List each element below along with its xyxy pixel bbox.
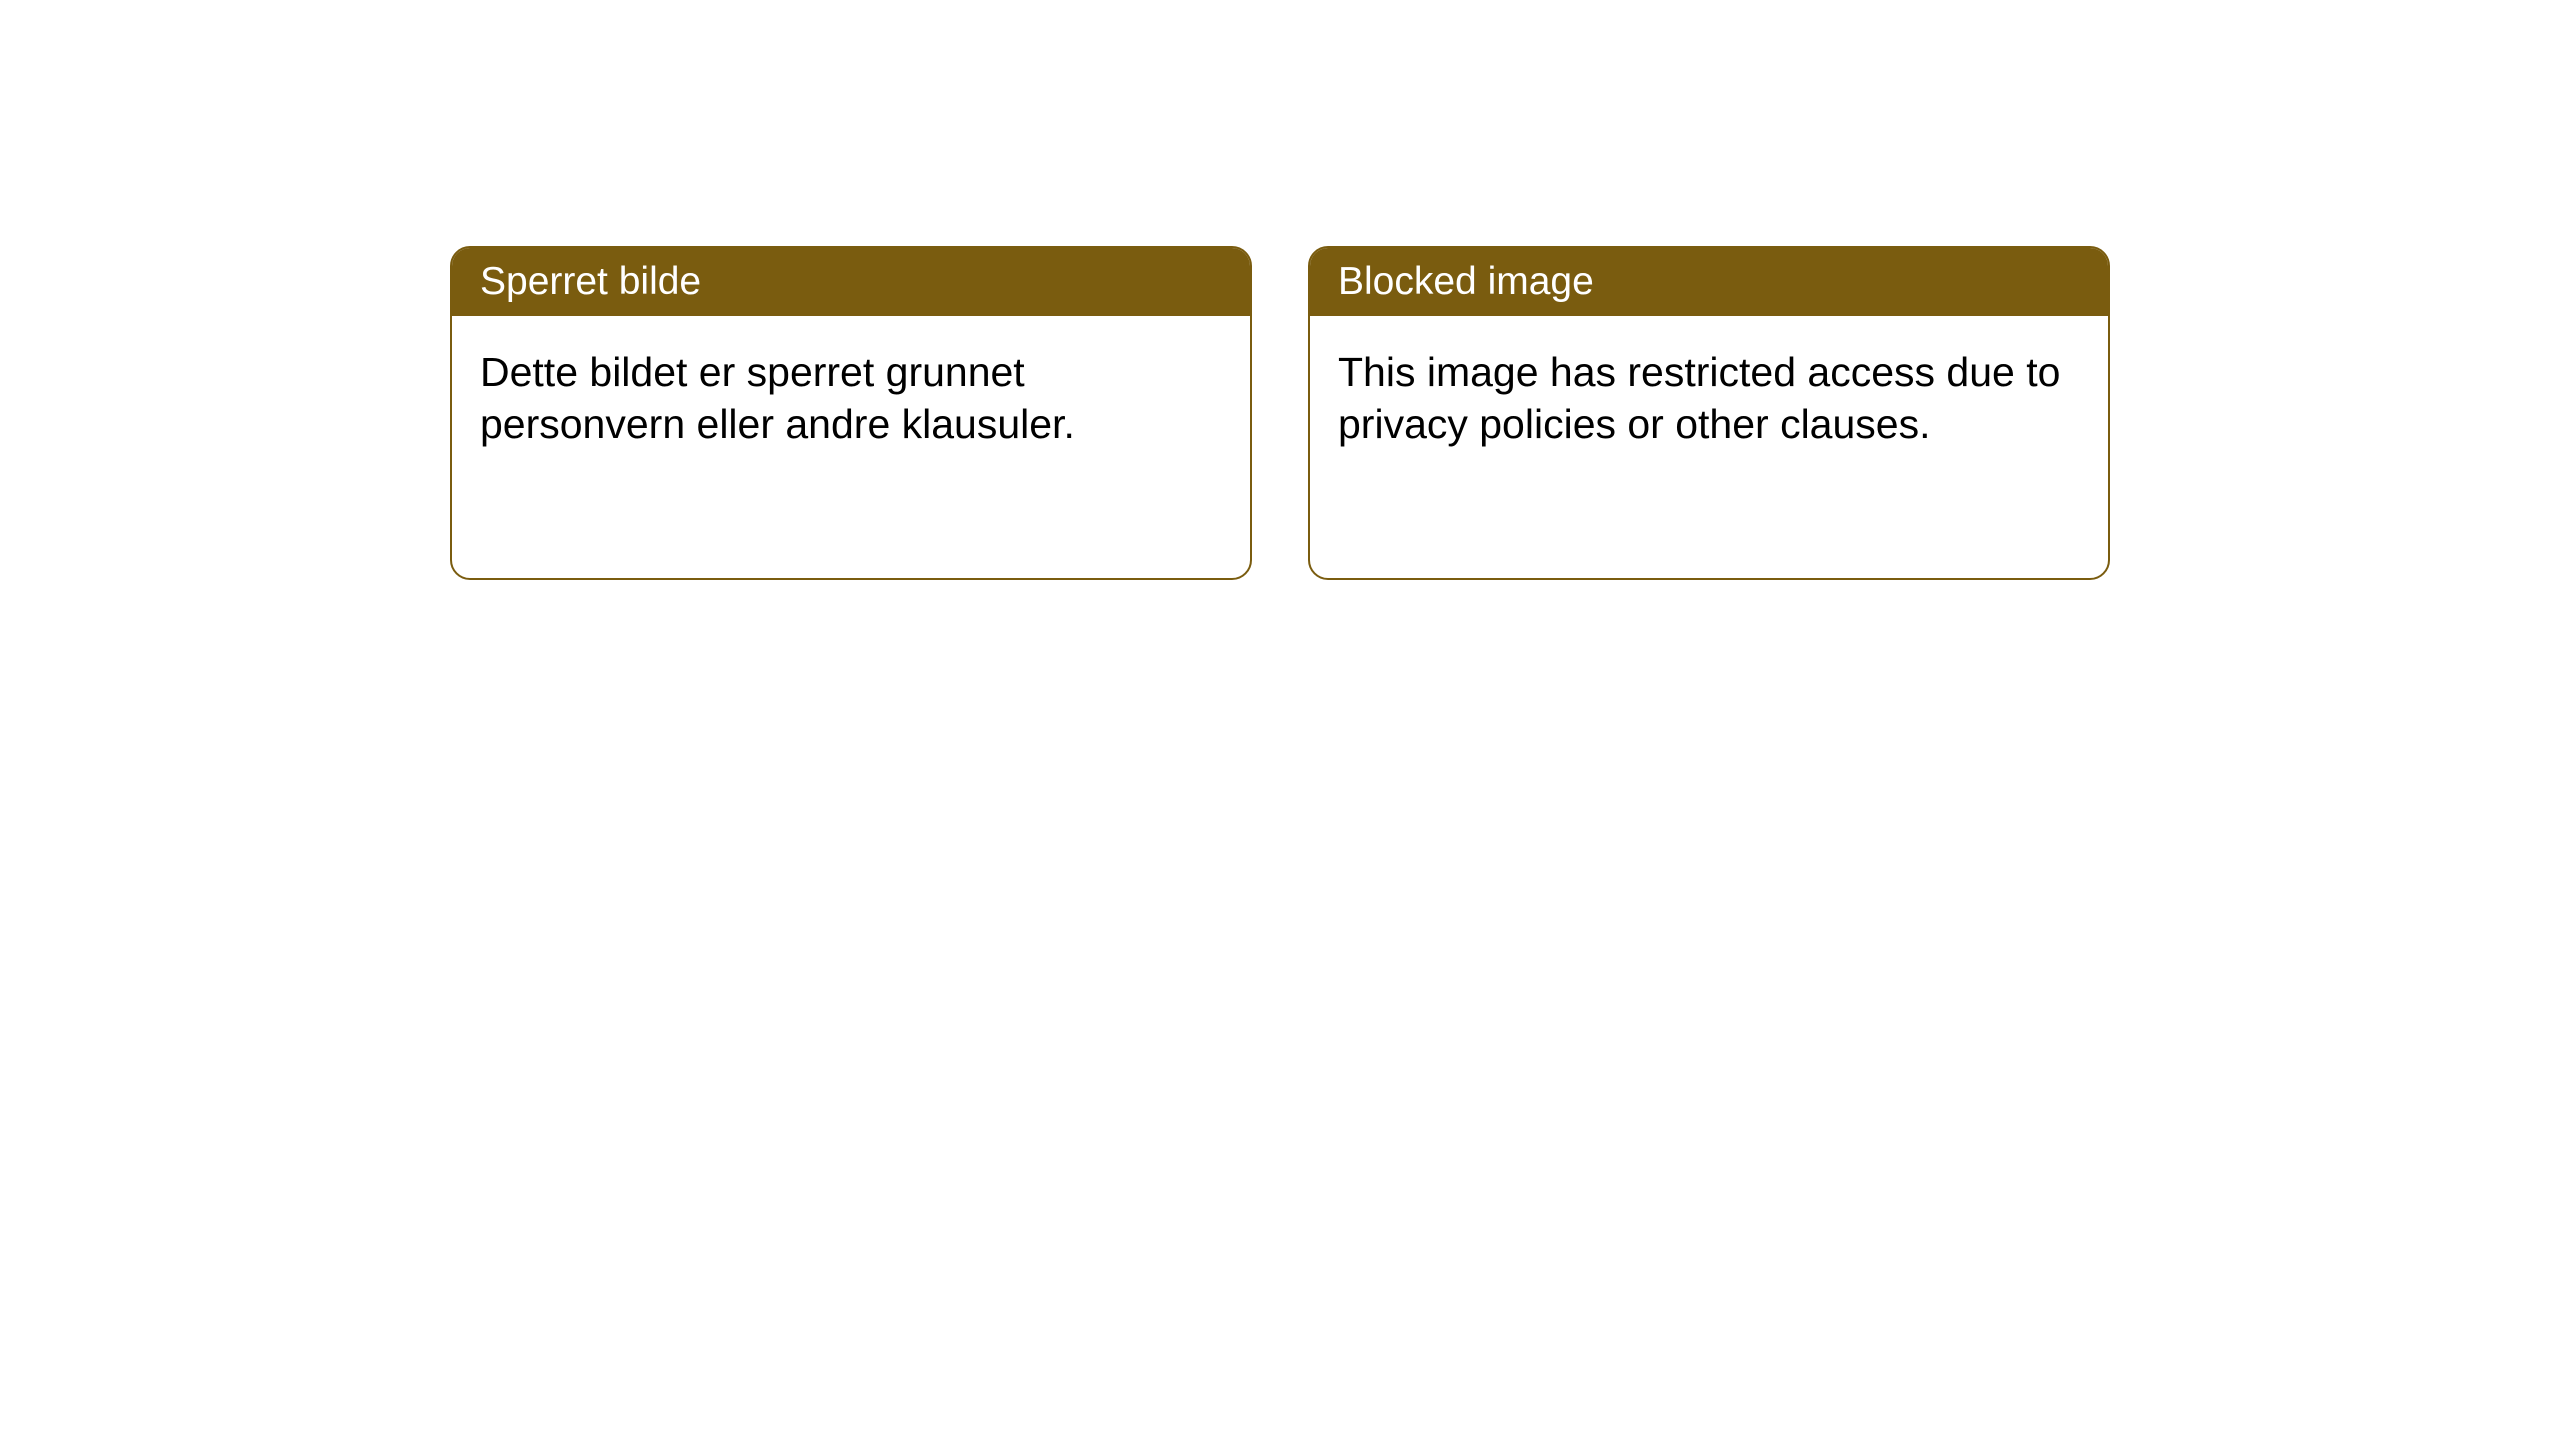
notice-cards-container: Sperret bilde Dette bildet er sperret gr… [0,0,2560,580]
card-body: Dette bildet er sperret grunnet personve… [452,316,1250,481]
card-body: This image has restricted access due to … [1310,316,2108,481]
notice-card-norwegian: Sperret bilde Dette bildet er sperret gr… [450,246,1252,580]
card-header: Blocked image [1310,248,2108,316]
notice-card-english: Blocked image This image has restricted … [1308,246,2110,580]
card-body-text: This image has restricted access due to … [1338,349,2060,447]
card-title: Sperret bilde [480,260,701,303]
card-body-text: Dette bildet er sperret grunnet personve… [480,349,1075,447]
card-header: Sperret bilde [452,248,1250,316]
card-title: Blocked image [1338,260,1594,303]
